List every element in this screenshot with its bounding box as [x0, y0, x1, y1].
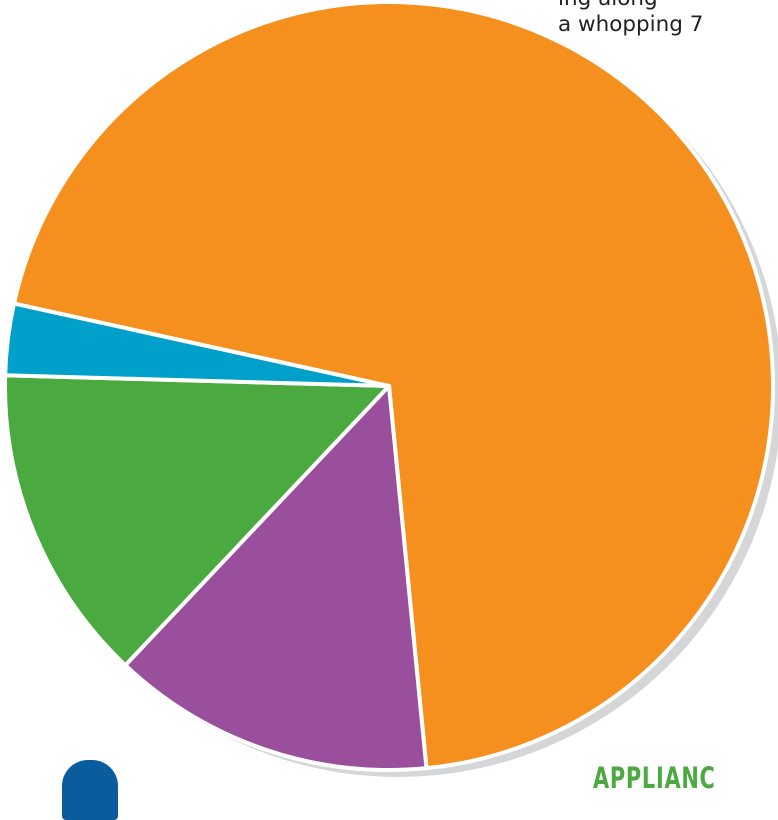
- pie-slices: [3, 0, 775, 772]
- appliances-label: APPLIANC: [593, 761, 716, 795]
- pie-slice-blue: [3, 301, 391, 388]
- body-text-line-1: ing along: [558, 0, 703, 12]
- body-text: ing along a whopping 7: [558, 0, 703, 38]
- pie-slice-purple: [123, 384, 429, 772]
- pie-slice-orange: [11, 0, 775, 771]
- corner-logo-mark: [62, 760, 118, 820]
- pie-slice-green: [3, 373, 391, 668]
- body-text-line-2: a whopping 7: [558, 12, 704, 37]
- pie-chart: [3, 0, 778, 777]
